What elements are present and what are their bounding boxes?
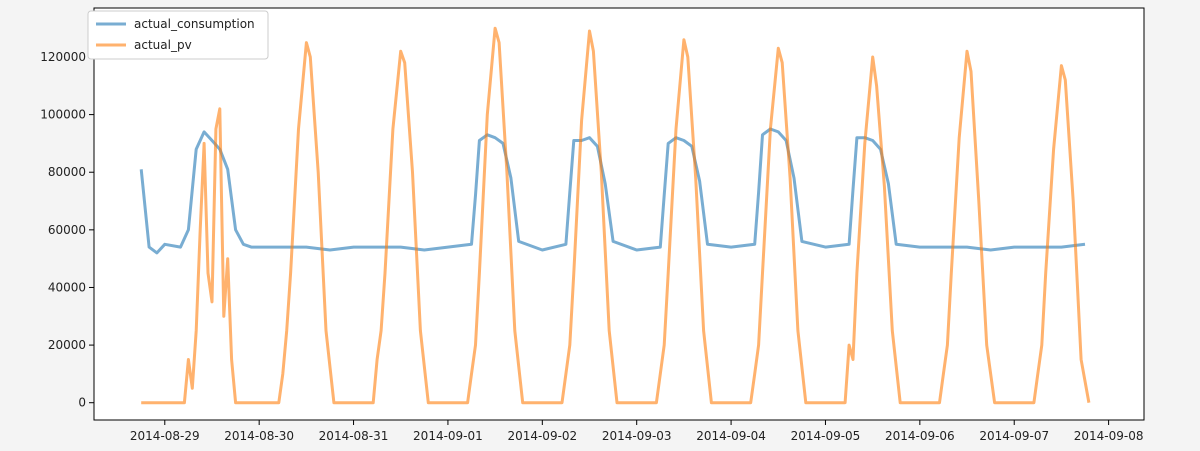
y-tick-label: 60000 [48, 223, 86, 237]
x-tick-label: 2014-08-31 [319, 429, 389, 443]
x-tick-label: 2014-09-04 [696, 429, 766, 443]
x-tick-label: 2014-09-05 [791, 429, 861, 443]
x-tick-label: 2014-09-06 [885, 429, 955, 443]
plot-area [93, 7, 1145, 421]
legend: actual_consumption actual_pv [87, 10, 269, 60]
y-tick-label: 40000 [48, 280, 86, 294]
legend-label-actual-consumption: actual_consumption [134, 17, 255, 31]
x-axis: 2014-08-29 2014-08-30 2014-08-31 2014-09-01… [130, 420, 1144, 443]
y-axis: 0 20000 40000 60000 80000 100000 120000 [40, 50, 94, 410]
y-tick-label: 80000 [48, 165, 86, 179]
x-tick-label: 2014-09-01 [413, 429, 483, 443]
x-tick-label: 2014-09-07 [979, 429, 1049, 443]
y-tick-label: 0 [78, 396, 86, 410]
x-tick-label: 2014-09-08 [1074, 429, 1144, 443]
series-line-actual-pv [141, 26, 1091, 405]
x-tick-label: 2014-09-03 [602, 429, 672, 443]
series-layer [139, 26, 1091, 405]
y-tick-label: 120000 [40, 50, 86, 64]
x-tick-label: 2014-09-02 [507, 429, 577, 443]
y-tick-label: 20000 [48, 338, 86, 352]
x-tick-label: 2014-08-30 [224, 429, 294, 443]
y-tick-label: 100000 [40, 108, 86, 122]
legend-box [87, 10, 269, 60]
x-tick-label: 2014-08-29 [130, 429, 200, 443]
legend-label-actual-pv: actual_pv [134, 38, 192, 52]
